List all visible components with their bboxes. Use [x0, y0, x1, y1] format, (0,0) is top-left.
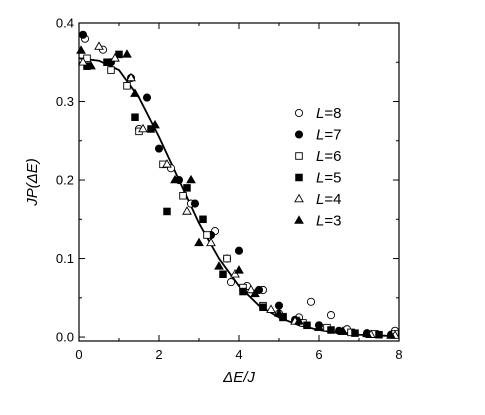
data-point — [250, 288, 260, 298]
data-point — [154, 144, 164, 153]
legend-marker — [295, 173, 303, 182]
data-point — [327, 326, 335, 334]
data-point — [131, 113, 139, 121]
data-point — [76, 45, 86, 54]
legend-item: L=7 — [294, 127, 341, 144]
data-point — [338, 326, 348, 335]
data-points — [76, 30, 400, 339]
legend-label: L=4 — [316, 191, 341, 208]
y-axis-ticks: 0.0 0.1 0.2 0.3 0.4 — [56, 16, 399, 345]
legend-item: L=6 — [295, 148, 341, 165]
data-point — [126, 72, 136, 82]
y-tick-label: 0.4 — [56, 16, 74, 31]
y-tick-label: 0.3 — [56, 94, 74, 109]
data-point — [259, 303, 267, 311]
legend-label: L=5 — [316, 170, 341, 187]
data-point — [314, 322, 324, 331]
legend-marker — [294, 108, 304, 118]
x-tick-label: 2 — [155, 347, 162, 362]
data-point — [123, 82, 131, 90]
data-point — [78, 30, 88, 39]
data-point — [110, 53, 120, 62]
data-point — [147, 125, 155, 133]
series-l-7 — [78, 30, 396, 339]
data-point — [162, 159, 172, 168]
data-point — [326, 311, 336, 320]
data-point — [386, 330, 396, 339]
x-tick-label: 8 — [395, 347, 402, 362]
legend: L=8 L=7 L=6 L=5 L=4 L=3 — [294, 105, 341, 230]
data-point — [274, 301, 284, 310]
x-axis-ticks: 0 2 4 6 8 — [75, 23, 403, 362]
data-point — [186, 174, 196, 184]
data-point — [306, 297, 316, 306]
data-point — [223, 254, 231, 263]
data-point — [138, 123, 148, 133]
data-point — [150, 119, 160, 129]
plot-area: 0 2 4 6 8 0.0 0.1 0.2 0.3 0.4 — [56, 16, 403, 363]
legend-label: L=8 — [316, 105, 341, 122]
data-point — [179, 191, 187, 200]
legend-item: L=8 — [294, 105, 341, 122]
data-point — [226, 278, 236, 287]
data-point — [130, 88, 140, 97]
y-axis-label: JP(ΔE) — [24, 158, 41, 207]
data-point — [86, 60, 96, 70]
data-point — [279, 313, 287, 322]
data-point — [375, 330, 383, 339]
legend-item: L=3 — [294, 213, 341, 230]
data-point — [190, 199, 200, 208]
legend-item: L=4 — [294, 191, 341, 208]
x-tick-label: 6 — [315, 347, 322, 362]
x-axis-label: ΔE/J — [222, 369, 255, 386]
x-tick-label: 0 — [75, 347, 82, 362]
legend-marker — [294, 215, 304, 224]
series-l-3 — [76, 45, 396, 339]
data-point — [266, 304, 276, 313]
data-point — [182, 206, 192, 215]
data-point — [199, 215, 207, 224]
data-point — [94, 41, 104, 50]
data-point — [78, 57, 88, 66]
legend-marker — [294, 193, 304, 203]
data-point — [194, 237, 204, 247]
legend-label: L=3 — [316, 213, 341, 230]
data-point — [170, 174, 180, 184]
data-point — [234, 265, 244, 274]
x-tick-label: 4 — [235, 347, 242, 362]
legend-item: L=5 — [295, 170, 341, 187]
y-tick-label: 0.1 — [56, 251, 74, 266]
legend-label: L=6 — [316, 148, 341, 165]
data-point — [239, 287, 247, 296]
data-point — [214, 261, 224, 270]
data-point — [206, 237, 216, 247]
data-point — [183, 184, 191, 192]
data-point — [163, 207, 171, 216]
data-point — [122, 49, 132, 58]
data-point — [362, 328, 372, 338]
data-point — [351, 329, 359, 337]
data-point — [203, 231, 211, 239]
legend-marker — [294, 130, 304, 139]
data-point — [103, 58, 111, 67]
plot-frame — [78, 22, 400, 342]
data-point — [142, 93, 152, 102]
data-point — [294, 316, 304, 325]
data-point — [246, 284, 256, 294]
data-point — [234, 246, 244, 255]
data-point — [107, 66, 115, 74]
data-point — [274, 308, 284, 317]
legend-marker — [295, 152, 303, 160]
y-tick-label: 0.0 — [56, 330, 74, 345]
fit-curve-line — [78, 57, 400, 338]
data-point — [303, 321, 311, 330]
legend-label: L=7 — [316, 127, 341, 144]
data-point — [219, 270, 227, 279]
y-tick-label: 0.2 — [56, 173, 74, 188]
